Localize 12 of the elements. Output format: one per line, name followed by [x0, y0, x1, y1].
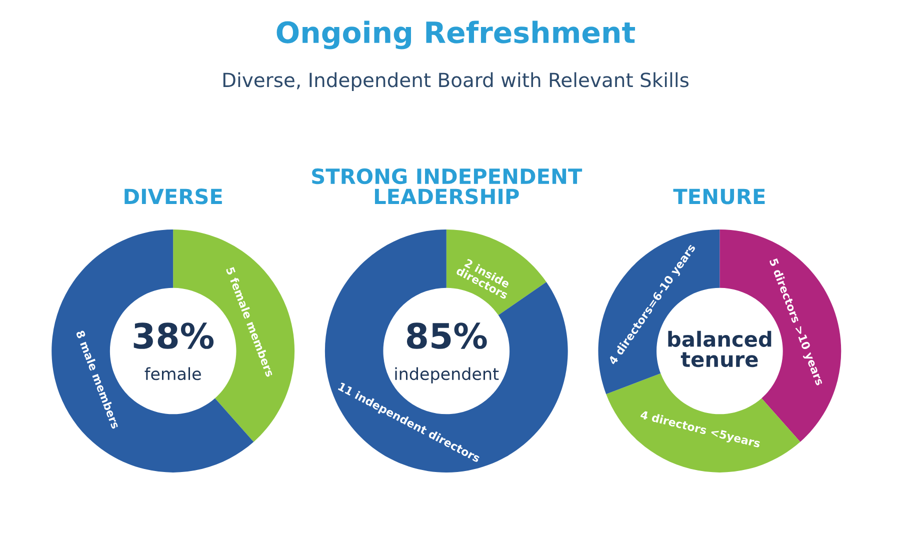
text: Ongoing Refreshment [276, 20, 636, 50]
chart-title: DIVERSE [124, 188, 222, 204]
donut-slice [606, 373, 800, 472]
text: female [144, 367, 201, 380]
donut-slice [324, 230, 568, 472]
text: Diverse, Independent Board with Relevant Skills [223, 72, 689, 92]
chart-title: TENURE [673, 188, 765, 204]
text: 38% [134, 322, 214, 349]
donut-slice [446, 230, 546, 316]
text: 85% [406, 322, 487, 349]
text: independent [395, 367, 499, 384]
chart-title: STRONG INDEPENDENT LEADERSHIP [312, 168, 582, 204]
